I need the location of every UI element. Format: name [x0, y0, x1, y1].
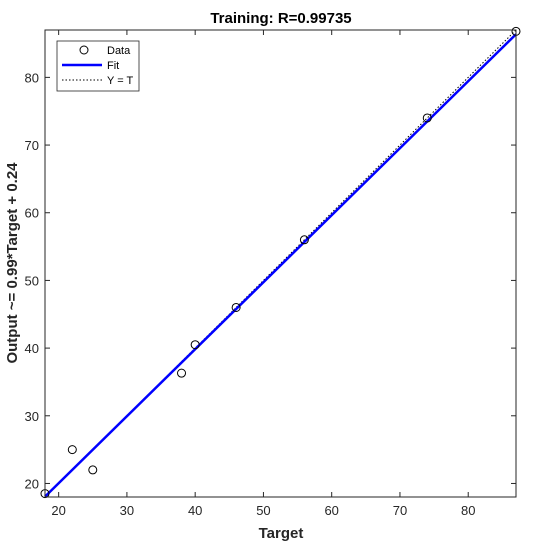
legend-data-marker: [79, 45, 89, 55]
data-points: [40, 26, 521, 499]
y-tick-labels: 20 30 40 50 60 70 80: [25, 70, 39, 491]
y-tick-label: 60: [25, 206, 39, 221]
plot-frame: [44, 29, 517, 498]
data-point: [190, 340, 200, 350]
x-tick-label: 60: [324, 503, 338, 518]
x-tick-labels: 20 30 40 50 60 70 80: [51, 503, 475, 518]
data-point: [299, 235, 309, 245]
data-point: [177, 368, 187, 378]
y-axis-title: Output ~= 0.99*Target + 0.24: [4, 162, 21, 364]
x-tick-label: 20: [51, 503, 65, 518]
data-point: [88, 465, 98, 475]
data-point: [422, 113, 432, 123]
legend-label-fit: Fit: [107, 60, 119, 72]
x-tick-label: 50: [256, 503, 270, 518]
data-point: [231, 302, 241, 312]
fit-line: [44, 33, 517, 498]
x-tick-label: 70: [393, 503, 407, 518]
x-tick-label: 30: [120, 503, 134, 518]
legend-label-data: Data: [107, 45, 131, 57]
y-tick-label: 30: [25, 409, 39, 424]
y-tick-label: 40: [25, 341, 39, 356]
data-point: [67, 445, 77, 455]
axis-ticks: [45, 30, 516, 497]
y-tick-label: 50: [25, 273, 39, 288]
y-tick-label: 80: [25, 70, 39, 85]
x-axis-title: Target: [259, 525, 304, 542]
x-tick-label: 40: [188, 503, 202, 518]
legend-label-identity: Y = T: [107, 75, 133, 87]
x-tick-label: 80: [461, 503, 475, 518]
chart-title: Training: R=0.99735: [210, 10, 351, 27]
legend: Data Fit Y = T: [56, 40, 140, 92]
y-tick-label: 70: [25, 138, 39, 153]
y-tick-label: 20: [25, 476, 39, 491]
